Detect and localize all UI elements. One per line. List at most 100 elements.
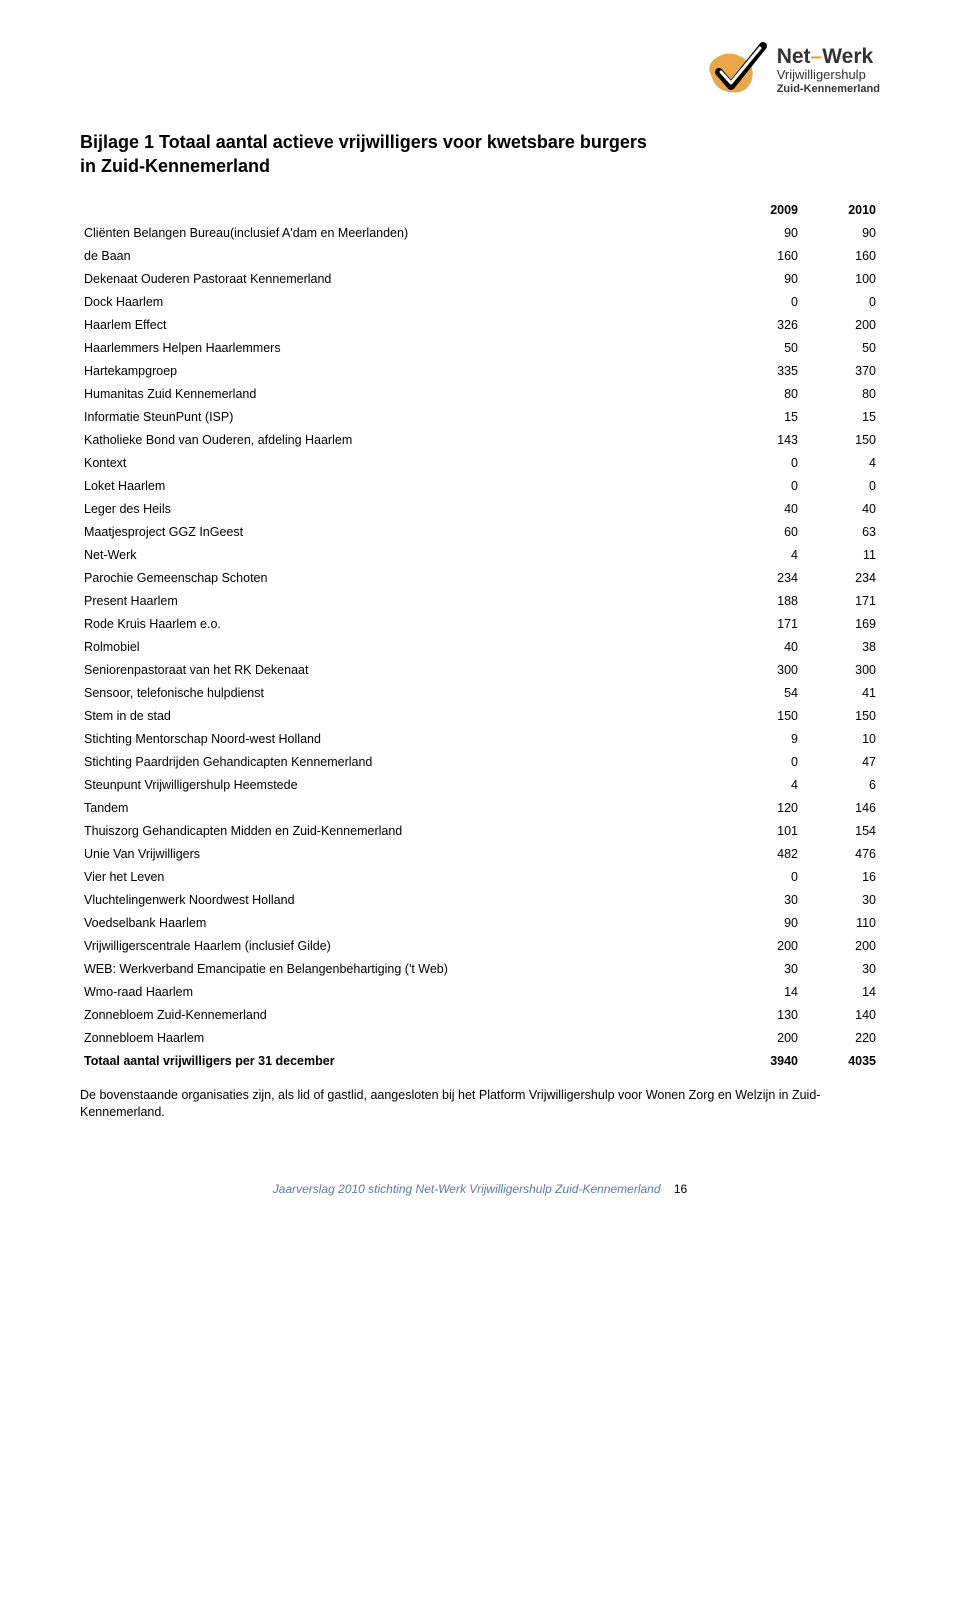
total-label: Totaal aantal vrijwilligers per 31 decem… (80, 1050, 724, 1073)
row-value-2010: 90 (802, 222, 880, 245)
row-value-2010: 146 (802, 797, 880, 820)
row-value-2010: 220 (802, 1027, 880, 1050)
row-value-2009: 171 (724, 613, 802, 636)
row-value-2010: 100 (802, 268, 880, 291)
table-row: Dekenaat Ouderen Pastoraat Kennemerland9… (80, 268, 880, 291)
row-value-2010: 11 (802, 544, 880, 567)
page-title: Bijlage 1 Totaal aantal actieve vrijwill… (80, 130, 880, 179)
table-row: Informatie SteunPunt (ISP)1515 (80, 406, 880, 429)
row-value-2009: 130 (724, 1004, 802, 1027)
row-value-2010: 14 (802, 981, 880, 1004)
table-total-row: Totaal aantal vrijwilligers per 31 decem… (80, 1050, 880, 1073)
row-value-2010: 150 (802, 705, 880, 728)
row-value-2010: 38 (802, 636, 880, 659)
row-value-2009: 0 (724, 866, 802, 889)
table-row: Stichting Mentorschap Noord-west Holland… (80, 728, 880, 751)
row-value-2010: 160 (802, 245, 880, 268)
logo: Net–Werk Vrijwilligershulp Zuid-Kennemer… (701, 40, 880, 100)
row-value-2010: 476 (802, 843, 880, 866)
col-header-label (80, 199, 724, 222)
row-value-2010: 41 (802, 682, 880, 705)
row-label: Cliënten Belangen Bureau(inclusief A'dam… (80, 222, 724, 245)
row-label: Stem in de stad (80, 705, 724, 728)
col-header-2010: 2010 (802, 199, 880, 222)
row-value-2009: 15 (724, 406, 802, 429)
row-value-2009: 326 (724, 314, 802, 337)
table-row: Tandem120146 (80, 797, 880, 820)
row-value-2010: 169 (802, 613, 880, 636)
table-row: Kontext04 (80, 452, 880, 475)
row-value-2010: 300 (802, 659, 880, 682)
row-value-2009: 0 (724, 452, 802, 475)
table-row: Katholieke Bond van Ouderen, afdeling Ha… (80, 429, 880, 452)
row-label: Zonnebloem Zuid-Kennemerland (80, 1004, 724, 1027)
row-value-2009: 4 (724, 774, 802, 797)
table-row: Loket Haarlem00 (80, 475, 880, 498)
table-row: Rode Kruis Haarlem e.o.171169 (80, 613, 880, 636)
table-row: de Baan160160 (80, 245, 880, 268)
logo-main: Net–Werk (777, 45, 880, 68)
row-label: Seniorenpastoraat van het RK Dekenaat (80, 659, 724, 682)
row-value-2010: 0 (802, 475, 880, 498)
row-label: Vier het Leven (80, 866, 724, 889)
logo-sub2: Zuid-Kennemerland (777, 83, 880, 95)
row-label: Vluchtelingenwerk Noordwest Holland (80, 889, 724, 912)
row-value-2009: 40 (724, 636, 802, 659)
row-label: Parochie Gemeenschap Schoten (80, 567, 724, 590)
row-value-2010: 6 (802, 774, 880, 797)
row-label: Leger des Heils (80, 498, 724, 521)
row-value-2009: 0 (724, 751, 802, 774)
row-label: WEB: Werkverband Emancipatie en Belangen… (80, 958, 724, 981)
row-label: Zonnebloem Haarlem (80, 1027, 724, 1050)
table-row: Zonnebloem Zuid-Kennemerland130140 (80, 1004, 880, 1027)
row-value-2009: 482 (724, 843, 802, 866)
row-value-2009: 14 (724, 981, 802, 1004)
row-label: Unie Van Vrijwilligers (80, 843, 724, 866)
row-value-2010: 10 (802, 728, 880, 751)
row-value-2010: 30 (802, 889, 880, 912)
row-label: Net-Werk (80, 544, 724, 567)
row-value-2009: 200 (724, 1027, 802, 1050)
row-value-2009: 234 (724, 567, 802, 590)
row-value-2009: 200 (724, 935, 802, 958)
row-value-2010: 200 (802, 935, 880, 958)
row-value-2009: 0 (724, 475, 802, 498)
table-row: Vier het Leven016 (80, 866, 880, 889)
table-row: Wmo-raad Haarlem1414 (80, 981, 880, 1004)
table-row: Dock Haarlem00 (80, 291, 880, 314)
row-label: Informatie SteunPunt (ISP) (80, 406, 724, 429)
row-value-2009: 60 (724, 521, 802, 544)
row-value-2009: 90 (724, 268, 802, 291)
table-row: Leger des Heils4040 (80, 498, 880, 521)
row-value-2010: 16 (802, 866, 880, 889)
total-value-2009: 3940 (724, 1050, 802, 1073)
row-value-2010: 40 (802, 498, 880, 521)
table-row: Humanitas Zuid Kennemerland8080 (80, 383, 880, 406)
row-label: Stichting Paardrijden Gehandicapten Kenn… (80, 751, 724, 774)
row-label: Thuiszorg Gehandicapten Midden en Zuid-K… (80, 820, 724, 843)
table-row: Cliënten Belangen Bureau(inclusief A'dam… (80, 222, 880, 245)
table-row: WEB: Werkverband Emancipatie en Belangen… (80, 958, 880, 981)
row-label: Hartekampgroep (80, 360, 724, 383)
table-row: Hartekampgroep335370 (80, 360, 880, 383)
row-label: Dekenaat Ouderen Pastoraat Kennemerland (80, 268, 724, 291)
row-value-2009: 80 (724, 383, 802, 406)
table-row: Haarlem Effect326200 (80, 314, 880, 337)
row-label: Dock Haarlem (80, 291, 724, 314)
row-value-2010: 30 (802, 958, 880, 981)
row-label: Katholieke Bond van Ouderen, afdeling Ha… (80, 429, 724, 452)
table-row: Thuiszorg Gehandicapten Midden en Zuid-K… (80, 820, 880, 843)
row-value-2009: 90 (724, 222, 802, 245)
row-label: Voedselbank Haarlem (80, 912, 724, 935)
table-row: Zonnebloem Haarlem200220 (80, 1027, 880, 1050)
table-row: Sensoor, telefonische hulpdienst5441 (80, 682, 880, 705)
row-value-2009: 101 (724, 820, 802, 843)
row-label: de Baan (80, 245, 724, 268)
row-value-2009: 4 (724, 544, 802, 567)
row-value-2009: 30 (724, 958, 802, 981)
total-value-2010: 4035 (802, 1050, 880, 1073)
row-value-2010: 15 (802, 406, 880, 429)
row-label: Rode Kruis Haarlem e.o. (80, 613, 724, 636)
row-label: Stichting Mentorschap Noord-west Holland (80, 728, 724, 751)
col-header-2009: 2009 (724, 199, 802, 222)
